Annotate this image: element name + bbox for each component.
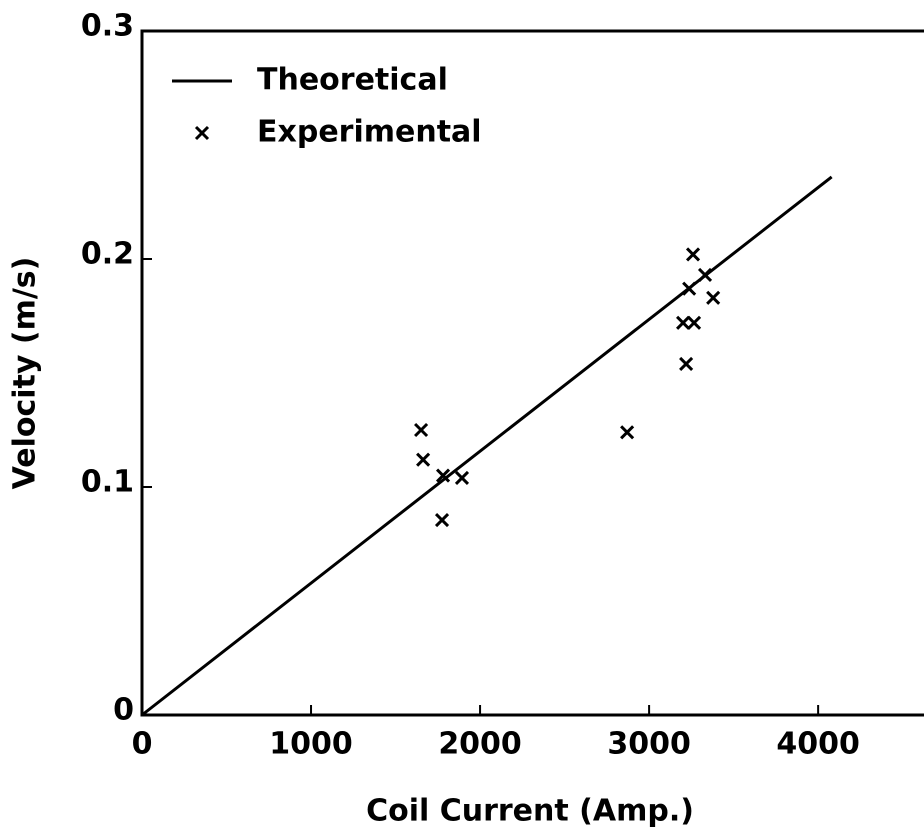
y-tick-label: 0.3 [81,9,134,44]
x-tick-label: 0 [132,727,153,762]
x-tick-label: 2000 [438,727,522,762]
data-point [620,425,635,440]
theory-line [141,175,833,717]
x-axis-label: Coil Current (Amp.) [366,794,694,829]
data-point [414,422,429,438]
data-point [435,468,451,483]
legend-label: Experimental [257,115,482,150]
legend-label: Theoretical [257,63,448,98]
data-point [697,267,713,283]
data-point [686,315,702,330]
x-tick-label: 3000 [607,727,691,762]
y-axis-label: Velocity (m/s) [8,257,43,490]
y-tick-label: 0.1 [81,465,134,500]
x-tick-label: 1000 [269,727,353,762]
data-point [706,290,721,305]
data-point [416,452,431,467]
y-tick-label: 0.2 [81,237,134,272]
data-point [676,315,691,330]
y-tick-label: 0 [113,693,134,728]
data-point [685,247,701,262]
legend-marker [194,125,210,141]
data-point [679,356,694,371]
data-point [454,470,470,485]
axes-frame [140,29,924,717]
x-tick-label: 4000 [776,727,860,762]
data-point [434,512,450,528]
data-point [682,281,697,296]
